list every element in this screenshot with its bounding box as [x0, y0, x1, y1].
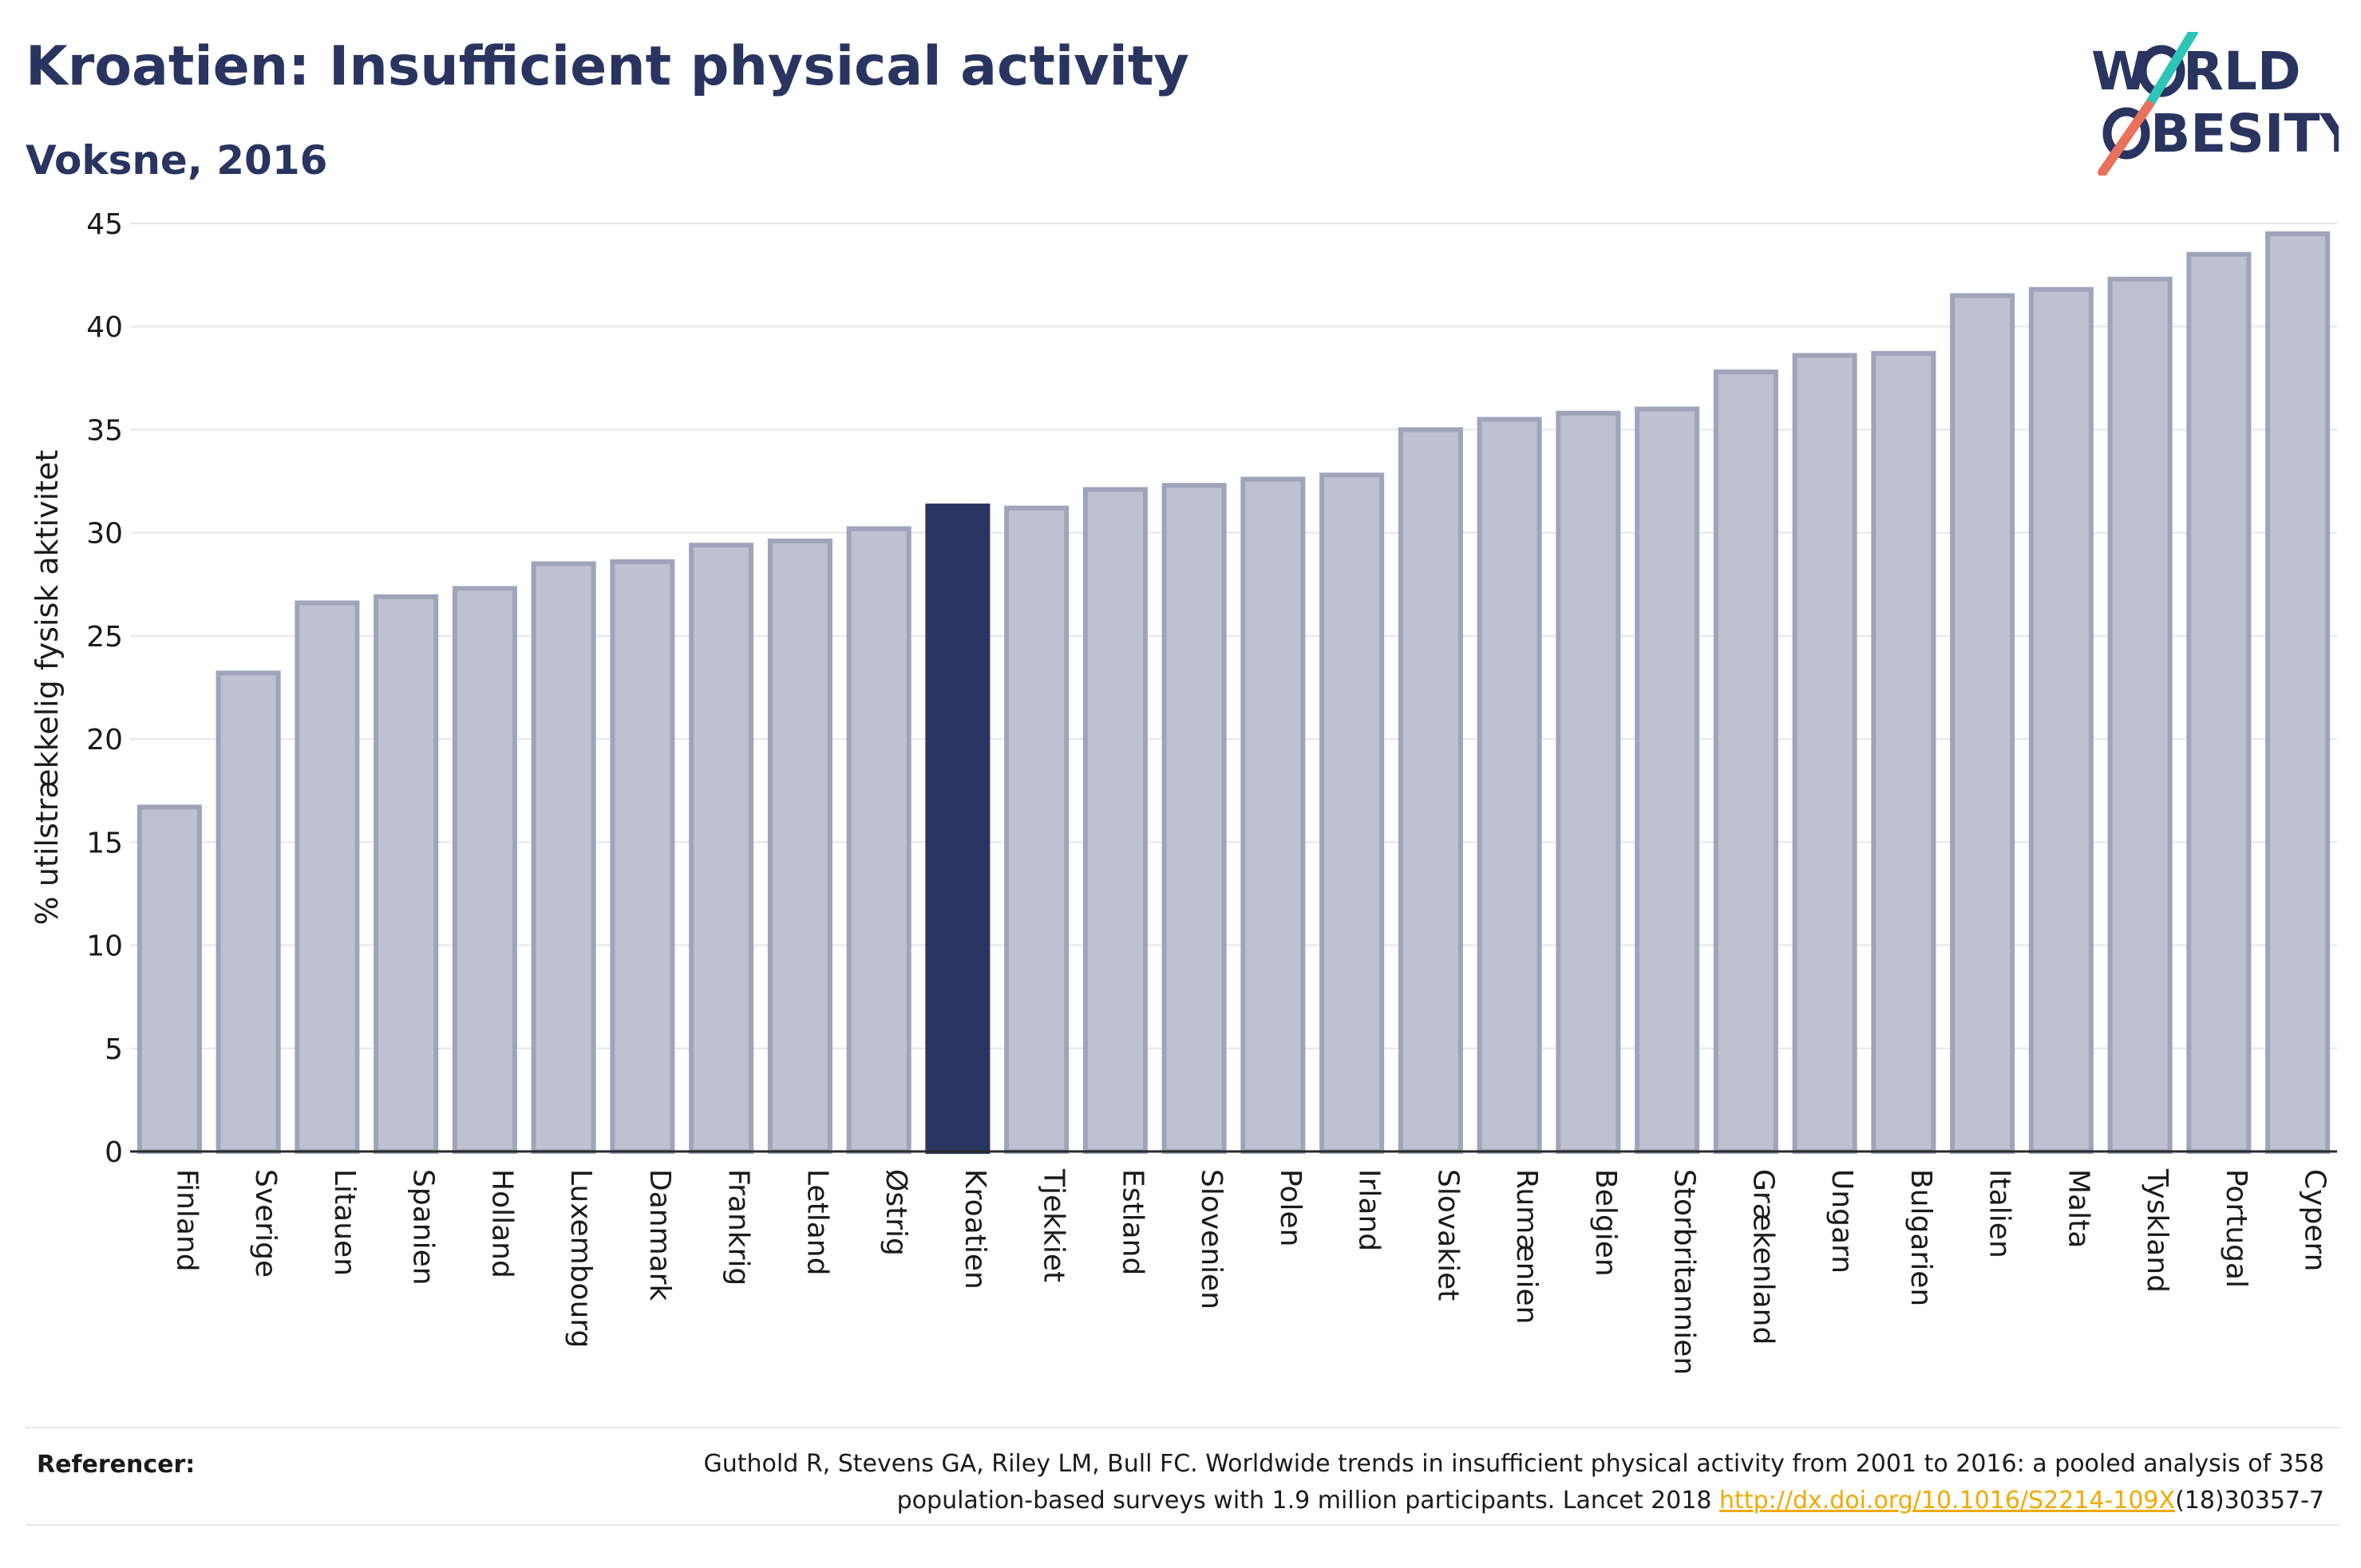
logo-slash-teal	[2144, 32, 2198, 110]
bar-country	[1161, 483, 1227, 1154]
references-top-divider	[26, 1427, 2340, 1428]
x-tick-label: Belgien	[1589, 1169, 1622, 1277]
x-tick-label: Finland	[170, 1169, 203, 1272]
references-line-2-prefix: population-based surveys with 1.9 millio…	[896, 1487, 1720, 1515]
page-title: Kroatien: Insufficient physical activity	[26, 35, 1189, 98]
bar-country	[1477, 417, 1542, 1154]
y-tick-label: 35	[86, 414, 123, 447]
y-tick-label: 40	[86, 311, 123, 344]
x-tick-label: Irland	[1353, 1169, 1386, 1251]
references-doi-link[interactable]: http://dx.doi.org/10.1016/S2214-109X	[1719, 1487, 2176, 1515]
bar-country	[767, 539, 832, 1154]
bar-country	[295, 600, 360, 1154]
x-tick-label: Frankrig	[722, 1169, 755, 1286]
x-tick-label: Tjekkiet	[1038, 1168, 1070, 1282]
bar-country	[1635, 406, 1700, 1154]
bar-country	[2265, 231, 2331, 1154]
references-text: Guthold R, Stevens GA, Riley LM, Bull FC…	[488, 1446, 2324, 1519]
bar-chart: 0 5 10 15 20 25 30 35 40 45 Finland Sverige Litauen…	[30, 208, 2337, 1375]
logo-besity: BESITY	[2150, 103, 2339, 164]
y-tick-label: 45	[86, 208, 123, 241]
x-tick-label: Kroatien	[959, 1169, 991, 1290]
bar-country	[2107, 276, 2173, 1154]
references-label: Referencer:	[37, 1451, 196, 1479]
bar-country	[374, 594, 439, 1154]
x-tick-label: Estland	[1116, 1169, 1149, 1275]
x-tick-label: Ungarn	[1825, 1169, 1858, 1274]
bar-country	[452, 586, 517, 1154]
y-axis-ticks: 0 5 10 15 20 25 30 35 40 45	[86, 208, 123, 1169]
bars	[136, 231, 2331, 1155]
bar-country	[1004, 505, 1070, 1154]
bar-country	[689, 543, 754, 1154]
bar-country	[136, 804, 202, 1154]
bar-country	[1556, 410, 1621, 1154]
x-tick-label: Litauen	[328, 1169, 361, 1276]
x-tick-label: Spanien	[407, 1169, 440, 1286]
bar-country	[216, 670, 281, 1154]
y-tick-label: 25	[86, 621, 123, 654]
bar-country	[1871, 350, 1936, 1154]
bar-country	[2028, 286, 2094, 1154]
x-tick-label: Danmark	[643, 1169, 676, 1301]
x-tick-label: Bulgarien	[1904, 1169, 1937, 1306]
x-tick-label: Luxembourg	[564, 1169, 597, 1348]
x-tick-label: Portugal	[2220, 1169, 2252, 1288]
x-tick-label: Rumænien	[1510, 1169, 1543, 1324]
y-axis-label: % utilstrækkelig fysisk aktivitet	[30, 450, 65, 926]
bar-country	[1792, 353, 1857, 1155]
bar-country	[1713, 369, 1778, 1154]
x-tick-label: Polen	[1274, 1169, 1307, 1246]
bar-country	[531, 561, 596, 1154]
x-tick-label: Tyskland	[2141, 1168, 2173, 1293]
bar-country	[1082, 487, 1148, 1154]
page-subtitle: Voksne, 2016	[26, 137, 328, 184]
bar-country	[610, 559, 675, 1154]
y-tick-label: 10	[86, 930, 123, 963]
bar-country	[1950, 293, 2015, 1154]
bar-country	[1319, 472, 1385, 1154]
x-axis-labels: Finland Sverige Litauen Spanien Holland Luxem…	[170, 1168, 2331, 1375]
x-tick-label: Østrig	[880, 1169, 912, 1256]
y-tick-label: 0	[105, 1136, 123, 1169]
bar-country	[1398, 427, 1463, 1154]
references-line-1: Guthold R, Stevens GA, Riley LM, Bull FC…	[703, 1450, 2324, 1478]
x-tick-label: Malta	[2062, 1169, 2094, 1248]
y-tick-label: 5	[105, 1033, 123, 1066]
x-tick-label: Slovakiet	[1431, 1169, 1464, 1301]
world-obesity-logo: W RLD BESITY	[2091, 32, 2339, 176]
bar-country	[846, 526, 912, 1154]
x-tick-label: Italien	[1983, 1169, 2016, 1258]
x-tick-label: Sverige	[249, 1169, 282, 1278]
references-bottom-divider	[26, 1524, 2340, 1526]
x-tick-label: Letland	[801, 1169, 833, 1275]
x-tick-label: Holland	[485, 1169, 518, 1278]
x-tick-label: Grækenland	[1746, 1169, 1779, 1345]
x-tick-label: Storbritannien	[1668, 1169, 1701, 1375]
bar-country	[1240, 476, 1306, 1154]
y-tick-label: 30	[86, 518, 123, 551]
references-line-2-suffix: (18)30357-7	[2175, 1487, 2324, 1515]
y-tick-label: 15	[86, 827, 123, 859]
logo-rld: RLD	[2183, 41, 2301, 102]
logo-slash-coral	[2098, 101, 2153, 176]
x-tick-label: Cypern	[2299, 1169, 2331, 1271]
bar-highlight	[925, 504, 991, 1154]
bar-country	[2186, 251, 2252, 1154]
y-tick-label: 20	[86, 724, 123, 756]
logo-o-bottom	[2102, 107, 2150, 160]
x-tick-label: Slovenien	[1195, 1169, 1228, 1309]
